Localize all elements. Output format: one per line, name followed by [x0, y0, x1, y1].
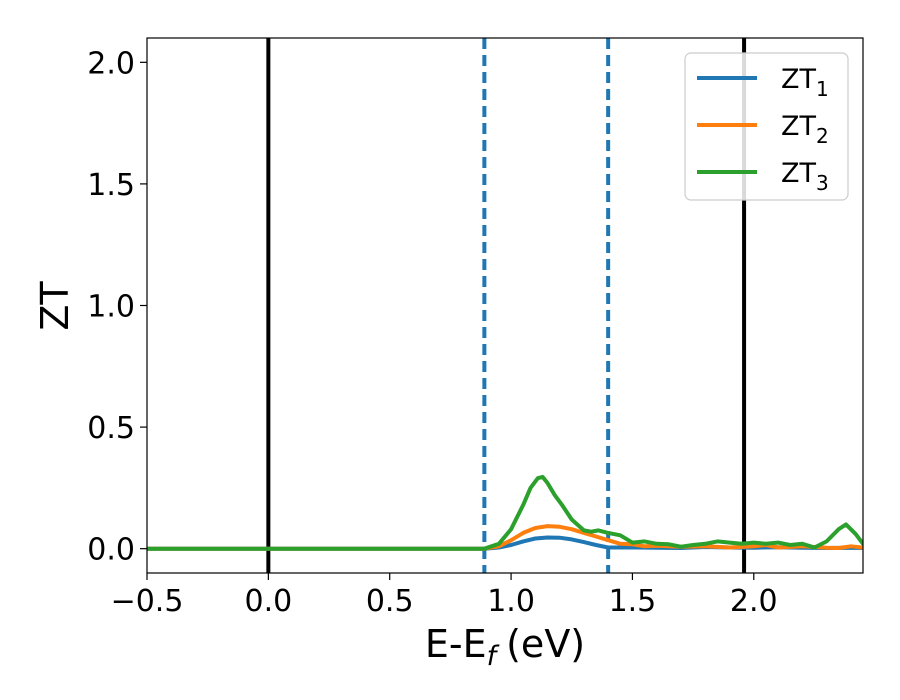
y-tick-label: 2.0: [87, 46, 135, 81]
series-line-3: [147, 474, 863, 551]
x-tick-label: 2.0: [730, 584, 778, 619]
x-axis-title: E-Ef (eV): [425, 622, 585, 672]
y-tick-label: 1.5: [87, 168, 135, 203]
legend: ZT1 ZT2 ZT3: [684, 52, 849, 201]
x-axis-title-sub: f: [487, 641, 500, 672]
y-tick-label: 1.0: [87, 290, 135, 325]
legend-label-2: ZT2: [781, 111, 829, 148]
x-axis-title-main: E-E: [425, 622, 487, 666]
legend-label-3: ZT3: [781, 158, 829, 195]
legend-label-1: ZT1: [781, 64, 829, 101]
x-tick-label: 0.0: [244, 584, 292, 619]
x-tick-label: 0.5: [366, 584, 414, 619]
legend-box: [684, 52, 849, 201]
x-tick-label: 1.5: [609, 584, 657, 619]
x-axis-title-unit: (eV): [506, 622, 585, 666]
x-tick-label: −0.5: [111, 584, 184, 619]
axes: −0.5 0.0 0.5 1.0 1.5 2.0 0.0 0.5 1.0 1.5 2.0: [87, 37, 864, 619]
y-axis-title: ZT: [33, 281, 77, 331]
x-tick-label: 1.0: [487, 584, 535, 619]
y-tick-label: 0.5: [87, 411, 135, 446]
y-tick-label: 0.0: [87, 533, 135, 568]
